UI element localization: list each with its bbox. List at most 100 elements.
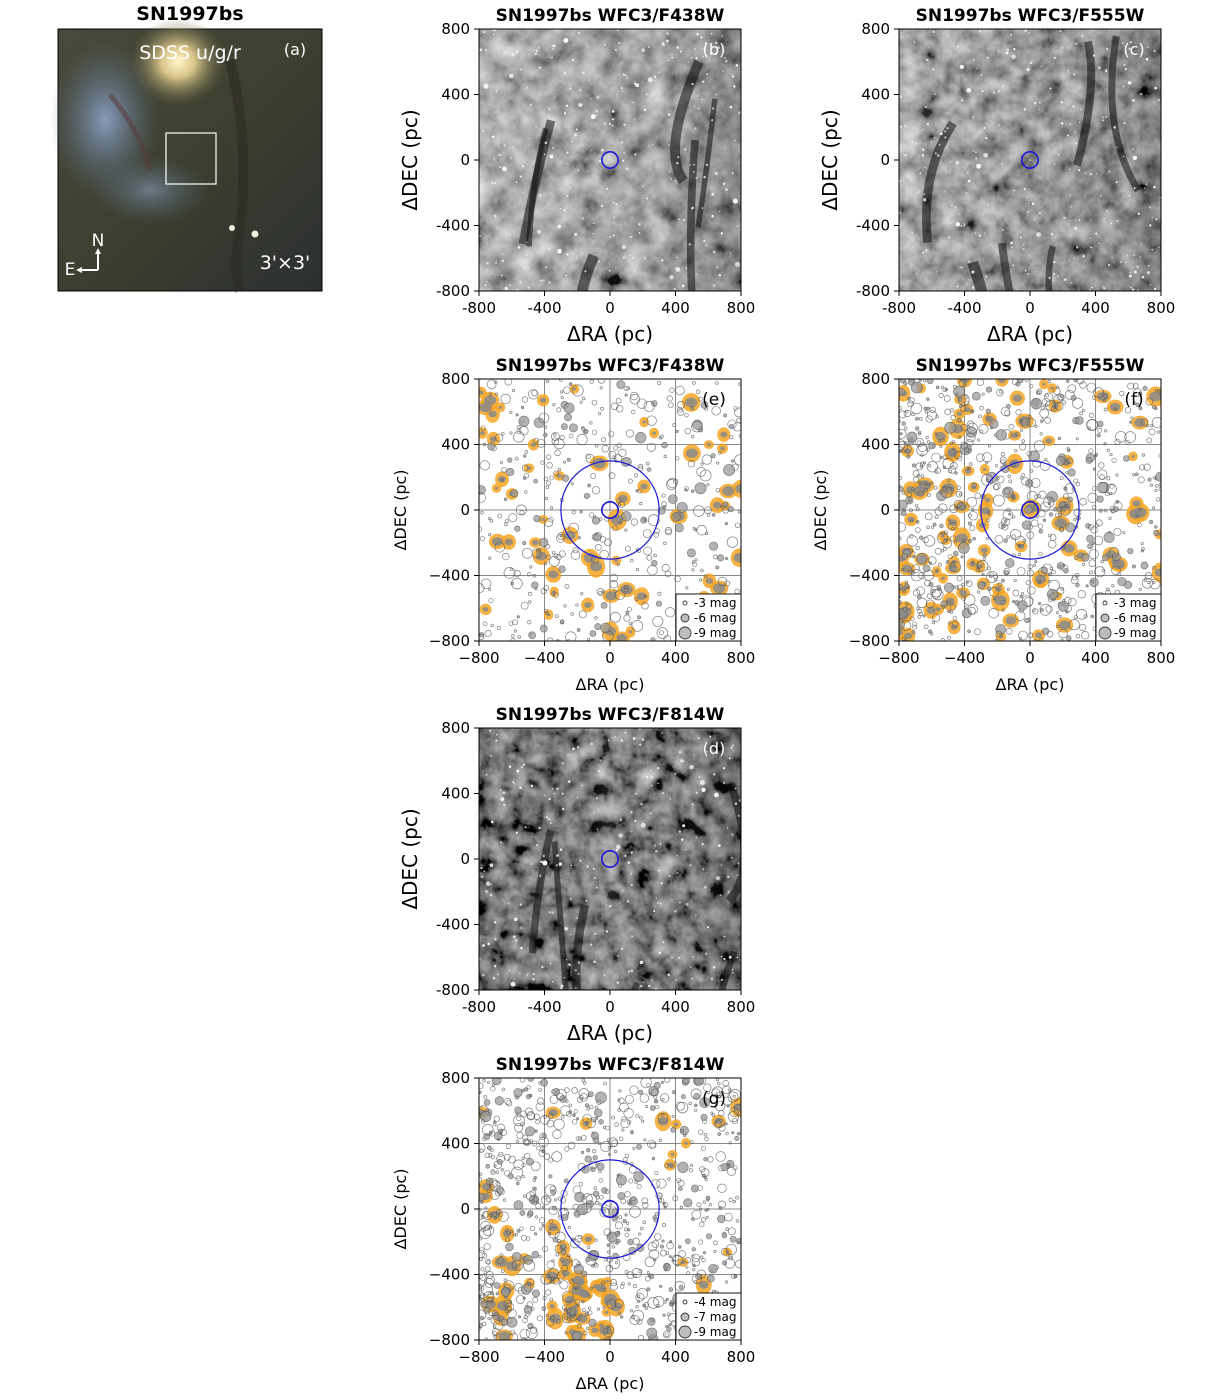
star xyxy=(630,811,633,814)
star xyxy=(587,170,589,173)
source xyxy=(916,608,922,614)
cluster-core xyxy=(1058,620,1071,630)
star xyxy=(696,33,699,36)
source xyxy=(516,615,520,619)
source xyxy=(480,425,486,431)
star xyxy=(934,152,937,155)
source xyxy=(480,1283,494,1296)
source xyxy=(1075,572,1080,577)
source xyxy=(563,402,575,414)
star xyxy=(1139,256,1141,258)
star xyxy=(498,153,501,157)
star xyxy=(641,48,645,52)
star xyxy=(586,865,589,868)
source xyxy=(945,560,950,564)
star xyxy=(516,769,520,773)
source xyxy=(675,456,680,461)
source xyxy=(941,438,945,442)
star xyxy=(733,85,736,88)
star xyxy=(559,207,562,210)
source xyxy=(663,1300,667,1304)
star xyxy=(596,828,598,830)
source xyxy=(724,1122,728,1126)
source xyxy=(1090,579,1095,584)
map-xtick-label: 400 xyxy=(661,1348,690,1366)
source xyxy=(687,460,696,468)
star xyxy=(565,104,569,107)
source xyxy=(690,406,695,411)
star xyxy=(513,783,515,785)
source xyxy=(674,523,684,533)
star xyxy=(1072,105,1075,108)
star xyxy=(492,135,495,138)
source xyxy=(1048,594,1052,598)
star xyxy=(482,944,485,947)
source xyxy=(716,554,725,562)
source xyxy=(532,1297,539,1303)
cluster-core xyxy=(1005,616,1017,625)
source xyxy=(521,464,529,472)
source xyxy=(521,1174,525,1179)
source xyxy=(709,541,719,551)
source xyxy=(967,539,973,544)
source xyxy=(698,1221,705,1228)
source xyxy=(479,460,490,471)
source xyxy=(1074,555,1079,561)
source xyxy=(487,1080,491,1085)
source xyxy=(536,1145,541,1151)
star xyxy=(1057,153,1060,156)
star xyxy=(549,154,554,159)
source xyxy=(708,1263,718,1274)
star xyxy=(1130,286,1132,289)
source xyxy=(561,1264,568,1272)
source xyxy=(916,586,926,596)
cluster-core xyxy=(998,379,1006,384)
source xyxy=(522,476,527,480)
star xyxy=(972,59,975,61)
star xyxy=(976,166,979,168)
star xyxy=(634,792,638,795)
star xyxy=(579,859,582,862)
source xyxy=(617,1108,621,1112)
source xyxy=(587,1310,593,1316)
source xyxy=(1135,402,1140,407)
source xyxy=(727,1110,740,1123)
source xyxy=(732,1165,738,1171)
star xyxy=(638,223,641,226)
star xyxy=(1038,101,1041,104)
cluster-core xyxy=(904,632,913,640)
source xyxy=(982,553,987,558)
source xyxy=(693,1103,698,1108)
star xyxy=(614,48,617,52)
source xyxy=(507,1308,517,1319)
source xyxy=(971,482,977,488)
cluster-core xyxy=(548,1108,558,1117)
star xyxy=(620,739,624,742)
star xyxy=(1010,241,1013,245)
cluster-core xyxy=(530,442,537,447)
source xyxy=(691,1273,703,1284)
star xyxy=(1116,220,1119,222)
source xyxy=(650,1088,659,1097)
star xyxy=(629,254,631,257)
source xyxy=(1103,393,1109,399)
source xyxy=(559,1280,569,1290)
source xyxy=(903,381,908,386)
source xyxy=(600,1141,612,1153)
star xyxy=(951,204,953,207)
map-xtick-label: 0 xyxy=(1025,649,1035,667)
source xyxy=(522,1317,528,1324)
source xyxy=(1046,631,1054,638)
map-ytick-label: 800 xyxy=(861,370,890,388)
source xyxy=(547,1113,554,1119)
source xyxy=(989,586,1000,597)
star xyxy=(930,141,933,143)
source xyxy=(514,525,521,532)
star xyxy=(691,977,693,980)
source xyxy=(1039,420,1044,424)
star xyxy=(642,981,645,983)
star xyxy=(690,56,693,59)
source xyxy=(1098,508,1103,513)
source xyxy=(480,510,484,515)
source xyxy=(513,1088,523,1098)
